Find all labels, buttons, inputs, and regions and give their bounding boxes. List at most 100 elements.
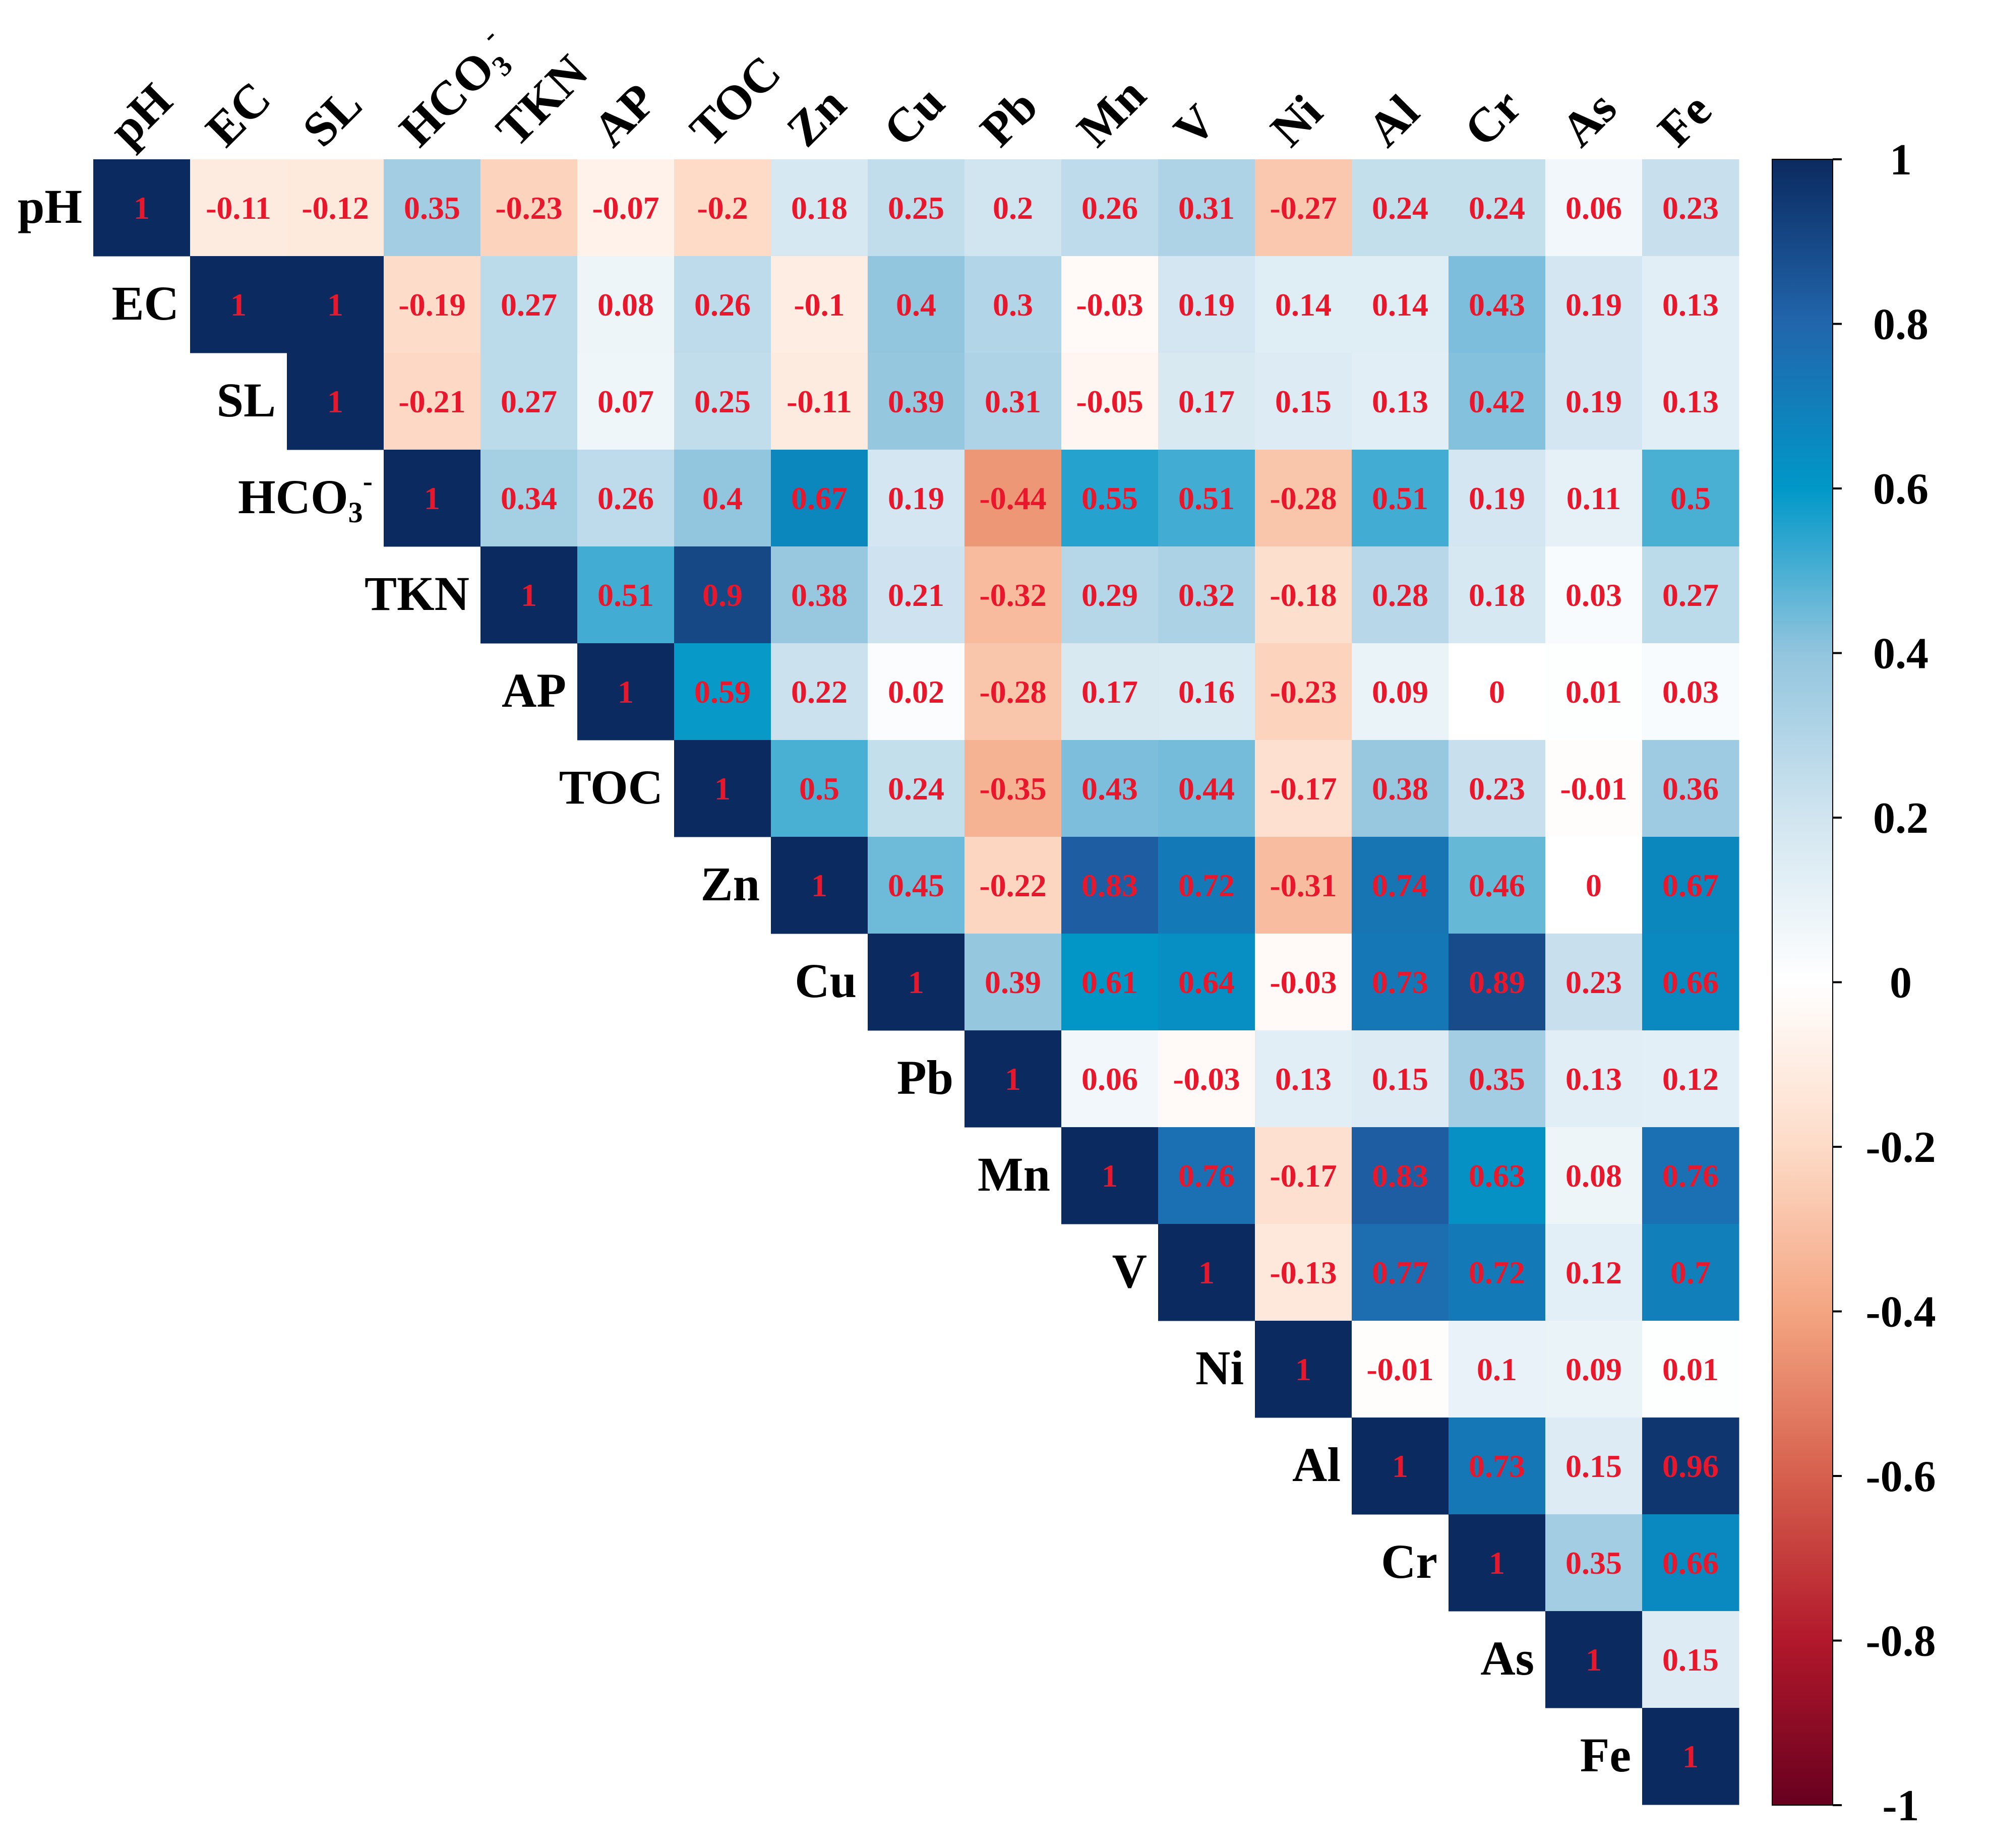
value-label-ph-ph: 1 [134,190,150,226]
value-label-ec-sl: 1 [327,287,343,323]
value-label-ap-ap: 1 [618,674,634,710]
value-label-ap-toc: 0.59 [694,674,751,710]
row-label-ec: EC [112,276,179,330]
cell-toc-al [1352,740,1449,837]
value-label-v-cr: 0.72 [1469,1255,1525,1290]
cell-ph-toc [674,159,771,257]
value-label-tkn-as: 0.03 [1565,577,1622,613]
value-label-ec-ap: 0.08 [597,287,654,323]
value-label-pb-as: 0.13 [1565,1061,1622,1097]
cell-al-cr [1449,1418,1546,1515]
cell-ph-v [1158,159,1255,257]
cell-ec-as [1545,256,1643,353]
cell-hco3-ni [1255,450,1352,547]
value-label-ph-mn: 0.26 [1081,190,1138,226]
value-label-cu-v: 0.64 [1178,964,1235,1000]
value-label-ec-al: 0.14 [1372,287,1428,323]
column-label-sl: SL [292,77,372,157]
cell-hco3-mn [1061,450,1159,547]
colorbar-tick-label: 0.2 [1873,794,1928,843]
value-label-mn-cr: 0.63 [1469,1158,1525,1194]
cell-cu-mn [1061,934,1159,1031]
cell-ec-ec [190,256,287,353]
cell-as-as [1545,1611,1643,1708]
value-label-al-fe: 0.96 [1662,1448,1719,1484]
value-label-cu-ni: -0.03 [1270,964,1337,1000]
cell-ap-cu [868,643,965,741]
value-label-ec-zn: -0.1 [794,287,845,323]
value-label-hco3-pb: -0.44 [979,480,1046,516]
value-label-ph-fe: 0.23 [1662,190,1719,226]
cell-ec-sl [287,256,384,353]
value-label-toc-cr: 0.23 [1469,771,1525,807]
cell-hco3-ap [577,450,675,547]
value-label-ph-cu: 0.25 [888,190,944,226]
cell-tkn-mn [1061,546,1159,644]
value-label-hco3-hco3: 1 [424,480,440,516]
cell-ph-cr [1449,159,1546,257]
cell-ph-fe [1642,159,1739,257]
cell-tkn-zn [771,546,868,644]
value-label-toc-pb: -0.35 [979,771,1046,807]
cell-mn-as [1545,1127,1643,1224]
value-label-cr-as: 0.35 [1565,1545,1622,1581]
cell-ph-ph [93,159,191,257]
value-label-hco3-toc: 0.4 [702,480,743,516]
cell-ap-mn [1061,643,1159,741]
value-label-v-as: 0.12 [1565,1255,1622,1290]
cell-as-fe [1642,1611,1739,1708]
value-label-tkn-zn: 0.38 [791,577,848,613]
cell-ec-cu [868,256,965,353]
cell-mn-fe [1642,1127,1739,1224]
cell-ph-pb [965,159,1062,257]
column-label-cr: Cr [1454,79,1532,157]
value-label-cu-al: 0.73 [1372,964,1428,1000]
cell-mn-al [1352,1127,1449,1224]
value-label-sl-zn: -0.11 [787,384,852,419]
row-label-v: V [1112,1244,1147,1298]
cell-sl-al [1352,353,1449,450]
cell-v-as [1545,1224,1643,1321]
value-label-ap-ni: -0.23 [1270,674,1337,710]
value-label-ph-zn: 0.18 [791,190,848,226]
cell-zn-cu [868,837,965,934]
column-label-pb: Pb [970,79,1048,157]
cell-cu-as [1545,934,1643,1031]
value-label-tkn-pb: -0.32 [979,577,1046,613]
cell-cu-v [1158,934,1255,1031]
value-label-cu-cr: 0.89 [1469,964,1525,1000]
cell-cu-fe [1642,934,1739,1031]
value-label-ph-ni: -0.27 [1270,190,1337,226]
value-label-cr-cr: 1 [1489,1545,1505,1581]
value-label-tkn-fe: 0.27 [1662,577,1719,613]
cell-mn-mn [1061,1127,1159,1224]
colorbar-tick-label: -0.6 [1865,1452,1936,1501]
value-label-tkn-cu: 0.21 [888,577,944,613]
cell-ph-mn [1061,159,1159,257]
column-label-as: As [1550,81,1626,157]
cell-tkn-cu [868,546,965,644]
cell-ec-zn [771,256,868,353]
heatmap-value-labels: 1 -0.11 -0.12 0.35 -0.23 -0.07 -0.2 0.18 0.25 0.2… [134,190,1719,1774]
cell-pb-ni [1255,1030,1352,1128]
value-label-al-cr: 0.73 [1469,1448,1525,1484]
cell-zn-zn [771,837,868,934]
value-label-v-ni: -0.13 [1270,1255,1337,1290]
row-label-ni: Ni [1195,1341,1244,1395]
value-label-cu-mn: 0.61 [1081,964,1138,1000]
value-label-tkn-al: 0.28 [1372,577,1428,613]
value-label-ph-cr: 0.24 [1469,190,1525,226]
cell-ec-ap [577,256,675,353]
cell-cu-ni [1255,934,1352,1031]
value-label-pb-v: -0.03 [1173,1061,1240,1097]
value-label-ec-hco3: -0.19 [398,287,465,323]
cell-sl-ap [577,353,675,450]
cell-ap-toc [674,643,771,741]
cell-hco3-tkn [480,450,578,547]
cell-ni-as [1545,1321,1643,1418]
column-label-fe: Fe [1647,83,1721,157]
column-label-al: Al [1357,84,1429,157]
value-label-ni-cr: 0.1 [1477,1351,1517,1387]
value-label-ec-v: 0.19 [1178,287,1235,323]
cell-ap-cr [1449,643,1546,741]
